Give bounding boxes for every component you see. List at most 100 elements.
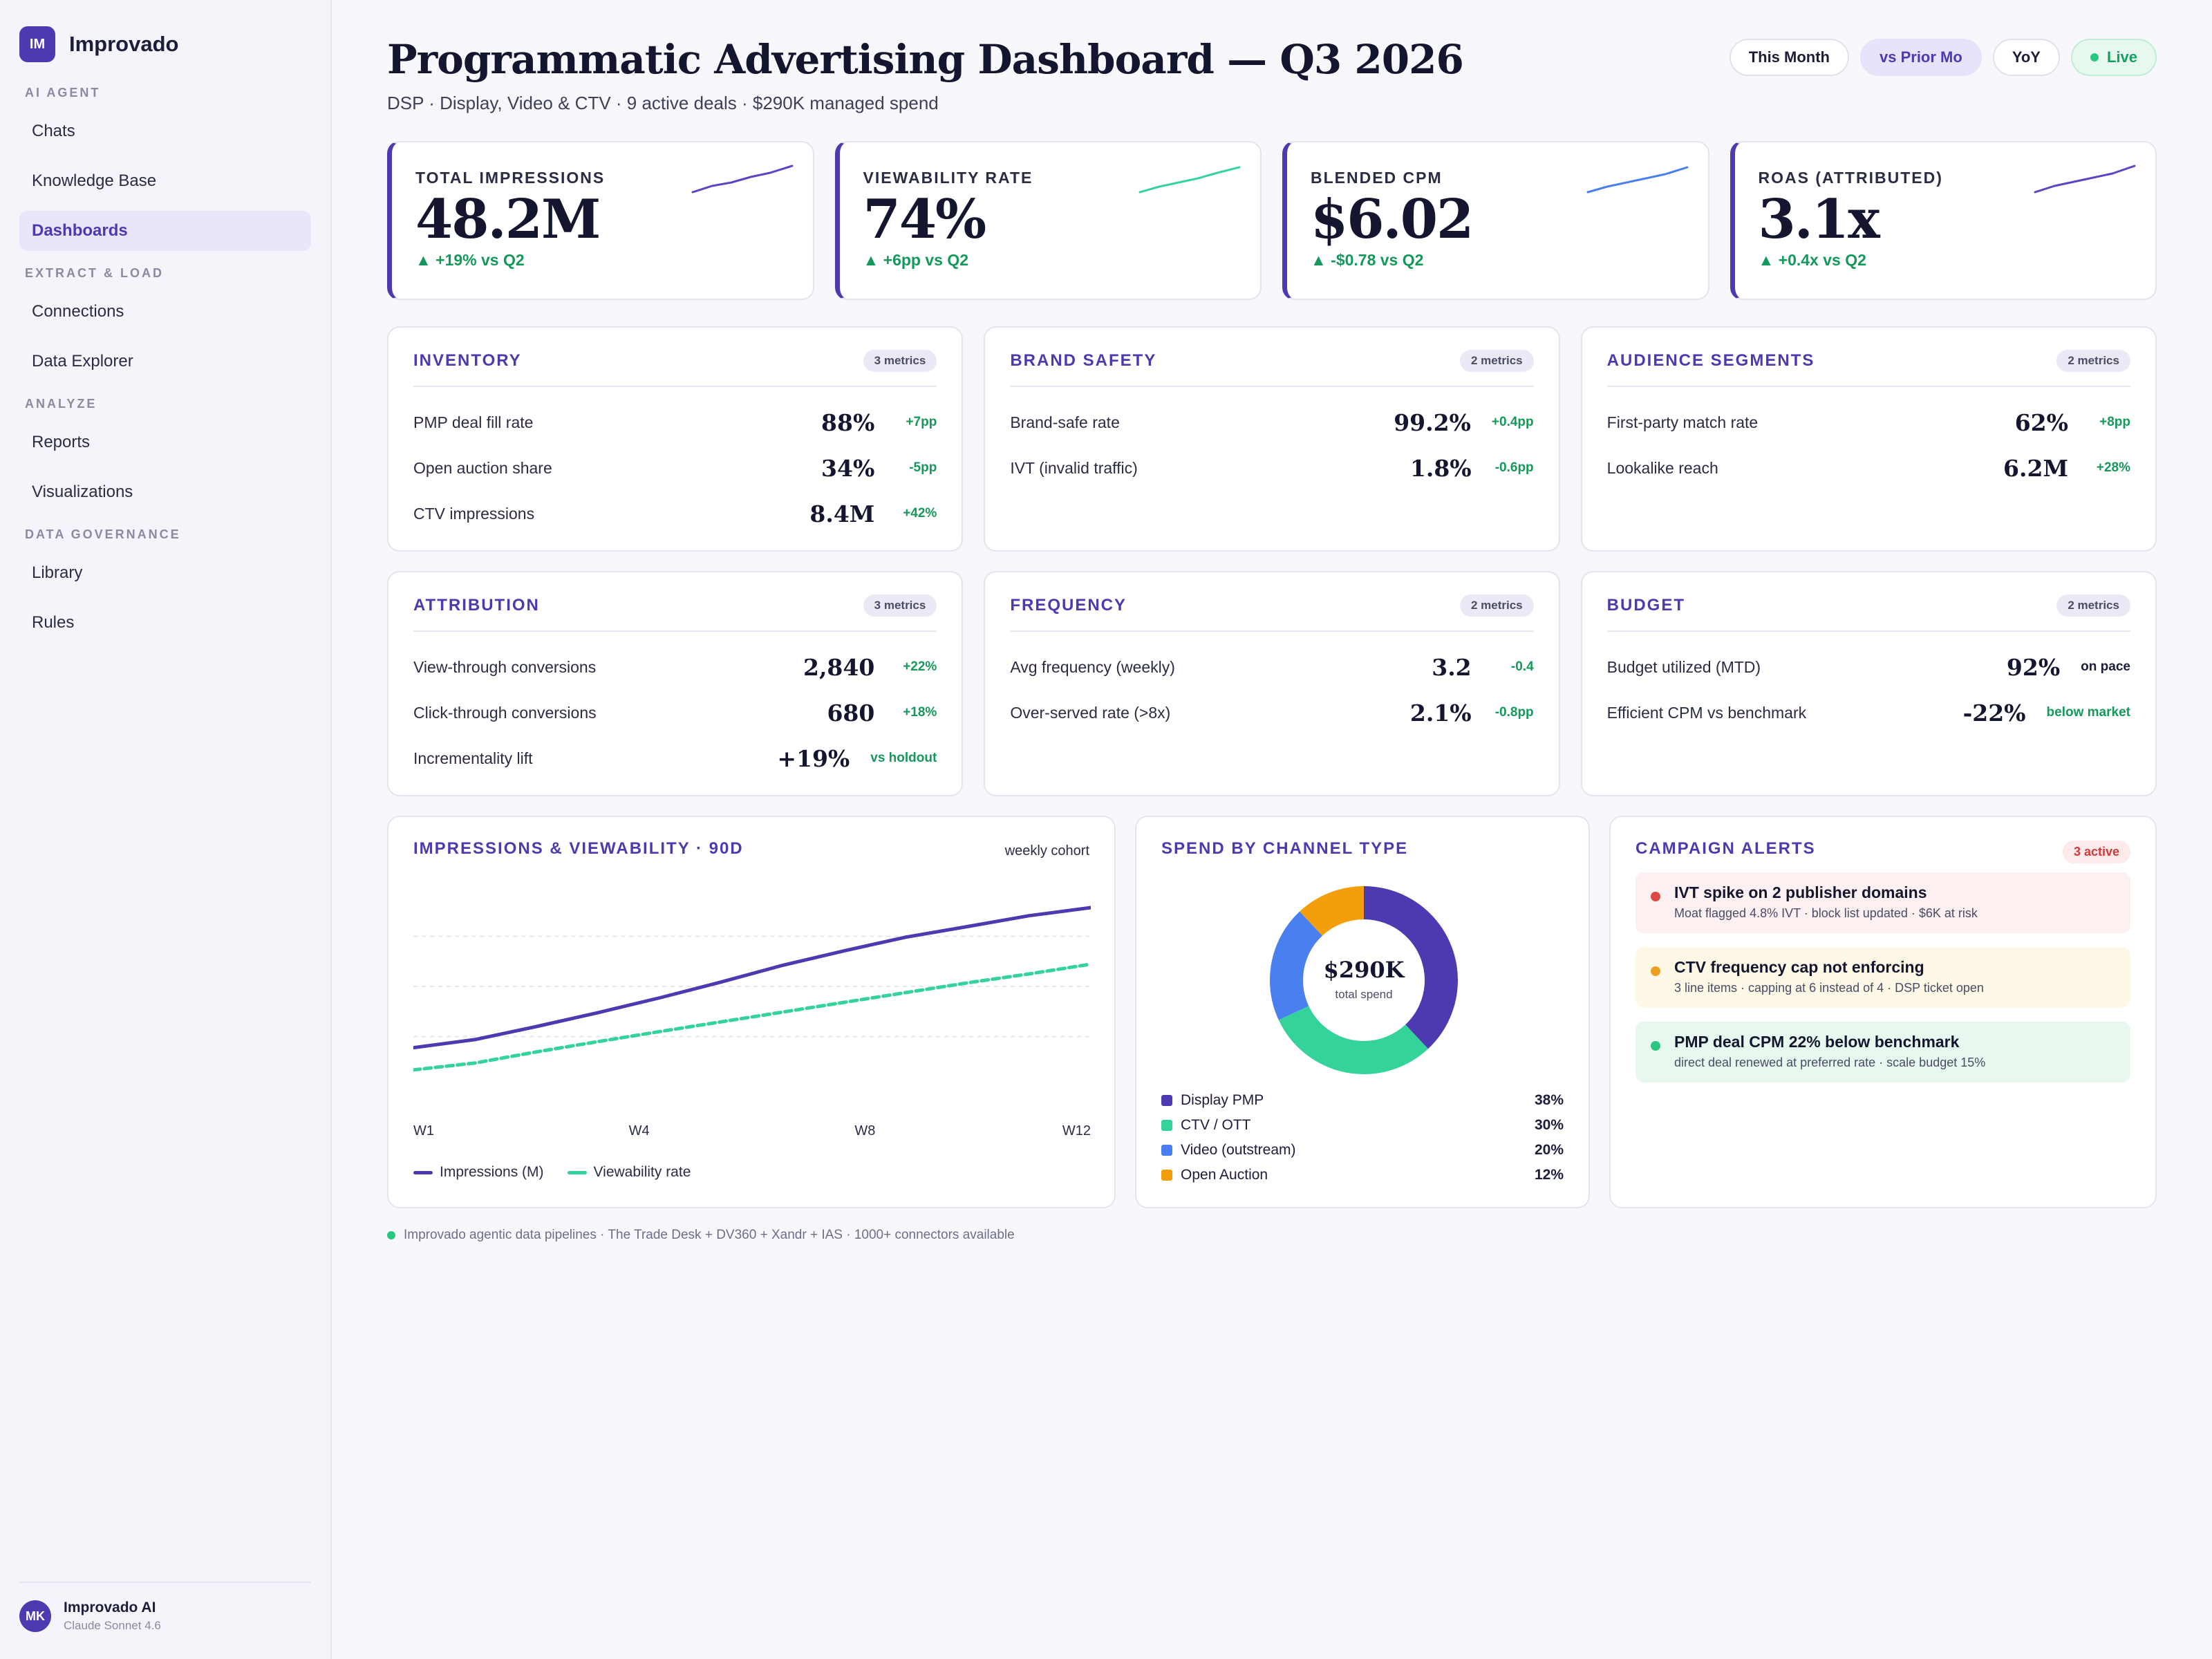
spend-by-channel-panel[interactable]: SPEND BY CHANNEL TYPE $290K total spend … xyxy=(1135,816,1590,1208)
metric-row: Avg frequency (weekly) 3.2 -0.4 xyxy=(1010,644,1533,690)
kpi-label: ROAS (ATTRIBUTED) xyxy=(1758,169,1943,187)
metric-count-badge: 2 metrics xyxy=(1459,350,1534,372)
bottom-panels: IMPRESSIONS & VIEWABILITY · 90D weekly c… xyxy=(387,816,2157,1208)
chart-title: IMPRESSIONS & VIEWABILITY · 90D xyxy=(413,839,744,858)
sidebar-item-rules[interactable]: Rules xyxy=(32,613,75,632)
kpi-delta: ▲ +6pp vs Q2 xyxy=(863,250,969,269)
nav-section-data-governance: DATA GOVERNANCE xyxy=(25,527,181,541)
metric-label: Budget utilized (MTD) xyxy=(1606,657,1761,676)
live-status-dot-icon xyxy=(2090,53,2099,62)
x-tick-label: W8 xyxy=(854,1123,875,1138)
chart-note: weekly cohort xyxy=(1004,843,1089,859)
campaign-alerts-panel[interactable]: CAMPAIGN ALERTS 3 active IVT spike on 2 … xyxy=(1609,816,2157,1208)
kpi-card-cpm[interactable]: BLENDED CPM $6.02 ▲ -$0.78 vs Q2 xyxy=(1282,141,1709,300)
metric-row: Efficient CPM vs benchmark -22% below mark… xyxy=(1607,690,2130,735)
alert-item-frequency-cap[interactable]: CTV frequency cap not enforcing 3 line i… xyxy=(1635,947,2130,1008)
this-month-button[interactable]: This Month xyxy=(1729,39,1849,76)
live-label: Live xyxy=(2106,48,2137,66)
kpi-card-impressions[interactable]: TOTAL IMPRESSIONS 48.2M ▲ +19% vs Q2 xyxy=(387,141,814,300)
metric-value: 88% xyxy=(821,409,875,436)
sidebar-item-dashboards[interactable]: Dashboards xyxy=(19,211,311,251)
sidebar-item-data-explorer[interactable]: Data Explorer xyxy=(32,352,133,371)
metric-count-badge: 2 metrics xyxy=(2056,350,2130,372)
alert-item-ivt-spike[interactable]: IVT spike on 2 publisher domains Moat fl… xyxy=(1635,872,2130,933)
alert-description: 3 line items · capping at 6 instead of 4… xyxy=(1674,981,1984,995)
sidebar-item-reports[interactable]: Reports xyxy=(32,433,91,451)
card-title: AUDIENCE SEGMENTS xyxy=(1606,351,1815,370)
attribution-card[interactable]: ATTRIBUTION 3 metrics View-through conver… xyxy=(387,571,964,796)
metric-delta: below market xyxy=(2046,705,2130,720)
brand-logo: IM xyxy=(19,26,55,62)
user-model: Claude Sonnet 4.6 xyxy=(64,1619,161,1632)
nav-section-extract-load: EXTRACT & LOAD xyxy=(25,266,164,280)
metric-value: 92% xyxy=(2006,653,2061,681)
donut-slice-2 xyxy=(1270,886,1458,1074)
metric-value: 3.2 xyxy=(1432,653,1472,681)
sidebar-item-library[interactable]: Library xyxy=(32,563,83,582)
budget-card[interactable]: BUDGET 2 metrics Budget utilized (MTD) 92%… xyxy=(1580,571,2157,796)
impressions-viewability-chart[interactable]: IMPRESSIONS & VIEWABILITY · 90D weekly c… xyxy=(387,816,1116,1208)
legend-pct: 12% xyxy=(1534,1167,1564,1183)
donut-center-value: $290K xyxy=(1324,957,1405,983)
metric-label: IVT (invalid traffic) xyxy=(1010,458,1138,477)
metric-row: Over-served rate (>8x) 2.1% -0.8pp xyxy=(1010,690,1533,735)
legend-swatch-icon xyxy=(1161,1120,1172,1131)
sidebar-item-connections[interactable]: Connections xyxy=(32,302,124,321)
brand-safety-card[interactable]: BRAND SAFETY 2 metrics Brand-safe rate 99.… xyxy=(984,326,1560,552)
frequency-card[interactable]: FREQUENCY 2 metrics Avg frequency (weekly… xyxy=(984,571,1560,796)
metric-delta: -0.8pp xyxy=(1494,705,1534,720)
metric-label: Over-served rate (>8x) xyxy=(1010,703,1171,722)
legend-label: CTV / OTT xyxy=(1181,1117,1251,1133)
metric-delta: +8pp xyxy=(2099,415,2130,429)
alert-green-dot-icon xyxy=(1651,1041,1660,1051)
sidebar-item-visualizations[interactable]: Visualizations xyxy=(32,482,133,501)
footer-text: Improvado agentic data pipelines · The T… xyxy=(404,1228,1015,1242)
kpi-label: TOTAL IMPRESSIONS xyxy=(415,169,606,187)
metric-value: 680 xyxy=(827,699,875,727)
alert-red-dot-icon xyxy=(1651,892,1660,901)
kpi-value: 48.2M xyxy=(415,188,601,251)
legend-pct: 30% xyxy=(1534,1117,1564,1133)
metric-count-badge: 3 metrics xyxy=(863,594,937,617)
yoy-button[interactable]: YoY xyxy=(1992,39,2060,76)
metric-value: 1.8% xyxy=(1409,454,1472,482)
metric-label: Brand-safe rate xyxy=(1010,413,1120,431)
kpi-label: BLENDED CPM xyxy=(1311,169,1443,187)
donut-center-label: total spend xyxy=(1335,988,1392,1001)
alert-title: PMP deal CPM 22% below benchmark xyxy=(1674,1033,1960,1051)
metric-value: -22% xyxy=(1962,699,2026,727)
alert-item-pmp-cpm[interactable]: PMP deal CPM 22% below benchmark direct … xyxy=(1635,1022,2130,1082)
panel-title: SPEND BY CHANNEL TYPE xyxy=(1161,839,1409,858)
metric-delta: -5pp xyxy=(909,460,937,475)
vs-prior-month-button[interactable]: vs Prior Mo xyxy=(1860,39,1982,76)
donut-slice-1 xyxy=(1270,886,1458,1074)
metric-row: Lookalike reach 6.2M +28% xyxy=(1607,445,2130,491)
live-toggle[interactable]: Live xyxy=(2070,39,2157,76)
metric-count-badge: 2 metrics xyxy=(2056,594,2130,617)
metric-label: Open auction share xyxy=(413,458,552,477)
inventory-card[interactable]: INVENTORY 3 metrics PMP deal fill rate 88%… xyxy=(387,326,964,552)
legend-pct: 38% xyxy=(1534,1092,1564,1108)
user-profile[interactable]: MK Improvado AI Claude Sonnet 4.6 xyxy=(19,1582,311,1633)
legend-label: Open Auction xyxy=(1181,1167,1268,1183)
kpi-card-viewability[interactable]: VIEWABILITY RATE 74% ▲ +6pp vs Q2 xyxy=(834,141,1262,300)
kpi-card-roas[interactable]: ROAS (ATTRIBUTED) 3.1x ▲ +0.4x vs Q2 xyxy=(1730,141,2157,300)
metric-label: Avg frequency (weekly) xyxy=(1010,657,1175,676)
panel-title: CAMPAIGN ALERTS xyxy=(1635,839,1816,858)
period-filters: This Month vs Prior Mo YoY Live xyxy=(1729,39,2157,76)
nav-section-ai-agent: AI AGENT xyxy=(25,86,101,100)
sidebar-item-knowledge-base[interactable]: Knowledge Base xyxy=(32,171,157,190)
metric-label: View-through conversions xyxy=(413,657,597,676)
card-title: BUDGET xyxy=(1606,596,1685,615)
sidebar-item-chats[interactable]: Chats xyxy=(32,122,75,140)
brand[interactable]: IM Improvado xyxy=(19,26,311,62)
audience-segments-card[interactable]: AUDIENCE SEGMENTS 2 metrics First-party m… xyxy=(1580,326,2157,552)
metric-delta: +7pp xyxy=(906,415,937,429)
status-dot-icon xyxy=(387,1231,395,1239)
legend-label: Impressions (M) xyxy=(440,1164,544,1180)
metric-row: Open auction share 34% -5pp xyxy=(413,445,937,491)
metric-value: 6.2M xyxy=(2003,454,2068,482)
kpi-delta: ▲ -$0.78 vs Q2 xyxy=(1311,250,1424,269)
kpi-delta: ▲ +0.4x vs Q2 xyxy=(1758,250,1866,269)
kpi-value: 74% xyxy=(863,188,987,251)
